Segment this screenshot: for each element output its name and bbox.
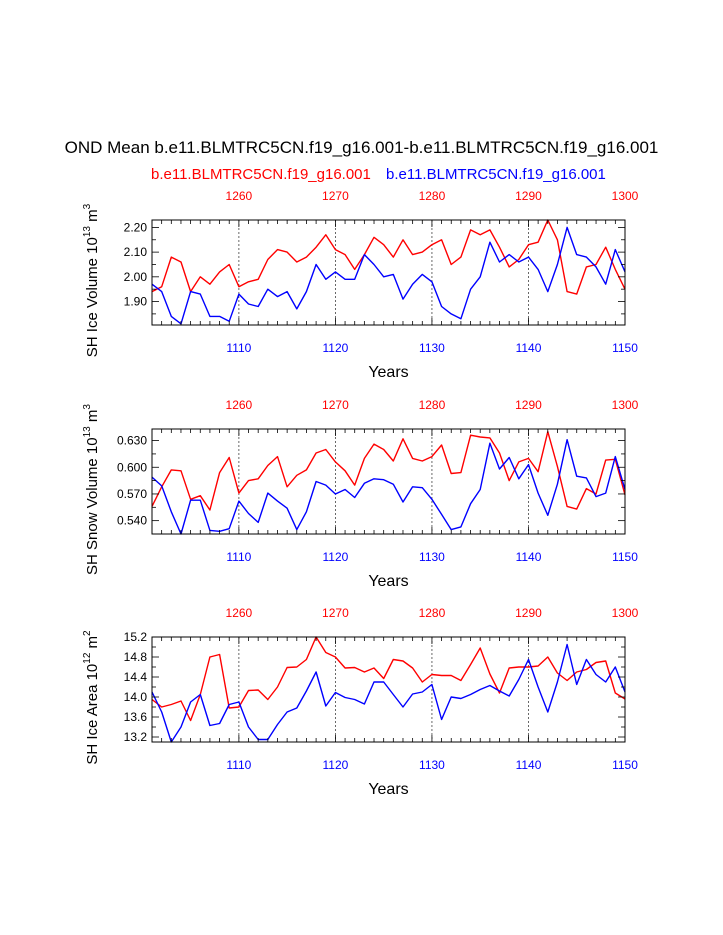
series-line-blue: [151, 439, 626, 535]
y-tick-label: 0.540: [117, 514, 147, 528]
x-tick-label: 1110: [226, 341, 251, 355]
x-tick-label: 1120: [323, 341, 349, 355]
x-top-tick-label: 1270: [322, 189, 349, 203]
series-line-red: [151, 636, 626, 722]
x-top-tick-label: 1290: [515, 189, 542, 203]
x-top-tick-label: 1290: [515, 398, 542, 412]
series-line-red: [151, 431, 626, 511]
x-tick-label: 1140: [516, 550, 542, 564]
x-axis-label: Years: [368, 364, 408, 381]
y-tick-label: 2.20: [124, 220, 148, 234]
series-line-blue: [151, 226, 626, 325]
x-tick-label: 1130: [419, 550, 445, 564]
y-axis-label: SH Ice Area 1012 m2: [82, 630, 101, 765]
y-tick-label: 2.00: [124, 270, 148, 284]
x-tick-label: 1140: [516, 341, 542, 355]
x-tick-label: 1110: [226, 550, 251, 564]
x-tick-label: 1120: [323, 758, 349, 772]
x-tick-label: 1150: [612, 758, 638, 772]
x-top-tick-label: 1290: [515, 606, 542, 620]
x-tick-label: 1110: [226, 758, 251, 772]
plot-frame: [151, 428, 626, 535]
x-axis-label: Years: [368, 573, 408, 590]
case-label-red: b.e11.BLMTRC5CN.f19_g16.001: [151, 166, 371, 183]
x-top-tick-label: 1280: [419, 398, 446, 412]
y-tick-label: 15.2: [124, 630, 148, 644]
y-tick-label: 13.6: [124, 710, 148, 724]
y-tick-label: 14.4: [124, 670, 148, 684]
page-title: OND Mean b.e11.BLMTRC5CN.f19_g16.001-b.e…: [64, 138, 659, 157]
x-tick-label: 1150: [612, 341, 638, 355]
x-top-tick-label: 1270: [322, 606, 349, 620]
plot-frame: [151, 636, 626, 743]
y-axis-label: SH Ice Volume 1013 m3: [82, 203, 101, 357]
y-tick-label: 2.10: [124, 245, 148, 259]
x-top-tick-label: 1260: [226, 398, 253, 412]
x-tick-label: 1150: [612, 550, 638, 564]
x-top-tick-label: 1270: [322, 398, 349, 412]
y-tick-label: 0.570: [117, 487, 147, 501]
x-top-tick-label: 1260: [226, 189, 253, 203]
series-line-blue: [151, 643, 626, 743]
plot-frame: [151, 219, 626, 326]
x-top-tick-label: 1260: [226, 606, 253, 620]
y-tick-label: 13.2: [124, 730, 148, 744]
x-top-tick-label: 1280: [419, 606, 446, 620]
x-tick-label: 1130: [419, 758, 445, 772]
y-tick-label: 1.90: [124, 295, 148, 309]
x-tick-label: 1120: [323, 550, 349, 564]
x-tick-label: 1130: [419, 341, 445, 355]
x-top-tick-label: 1300: [612, 606, 639, 620]
x-axis-label: Years: [368, 781, 408, 798]
case-label-blue: b.e11.BLMTRC5CN.f19_g16.001: [386, 166, 606, 183]
x-top-tick-label: 1300: [612, 398, 639, 412]
y-tick-label: 14.0: [124, 690, 148, 704]
y-axis-label: SH Snow Volume 1013 m3: [82, 404, 101, 575]
x-top-tick-label: 1300: [612, 189, 639, 203]
series-line-red: [151, 219, 626, 295]
x-top-tick-label: 1280: [419, 189, 446, 203]
x-tick-label: 1140: [516, 758, 542, 772]
y-tick-label: 14.8: [124, 650, 148, 664]
y-tick-label: 0.630: [117, 434, 147, 448]
y-tick-label: 0.600: [117, 460, 147, 474]
